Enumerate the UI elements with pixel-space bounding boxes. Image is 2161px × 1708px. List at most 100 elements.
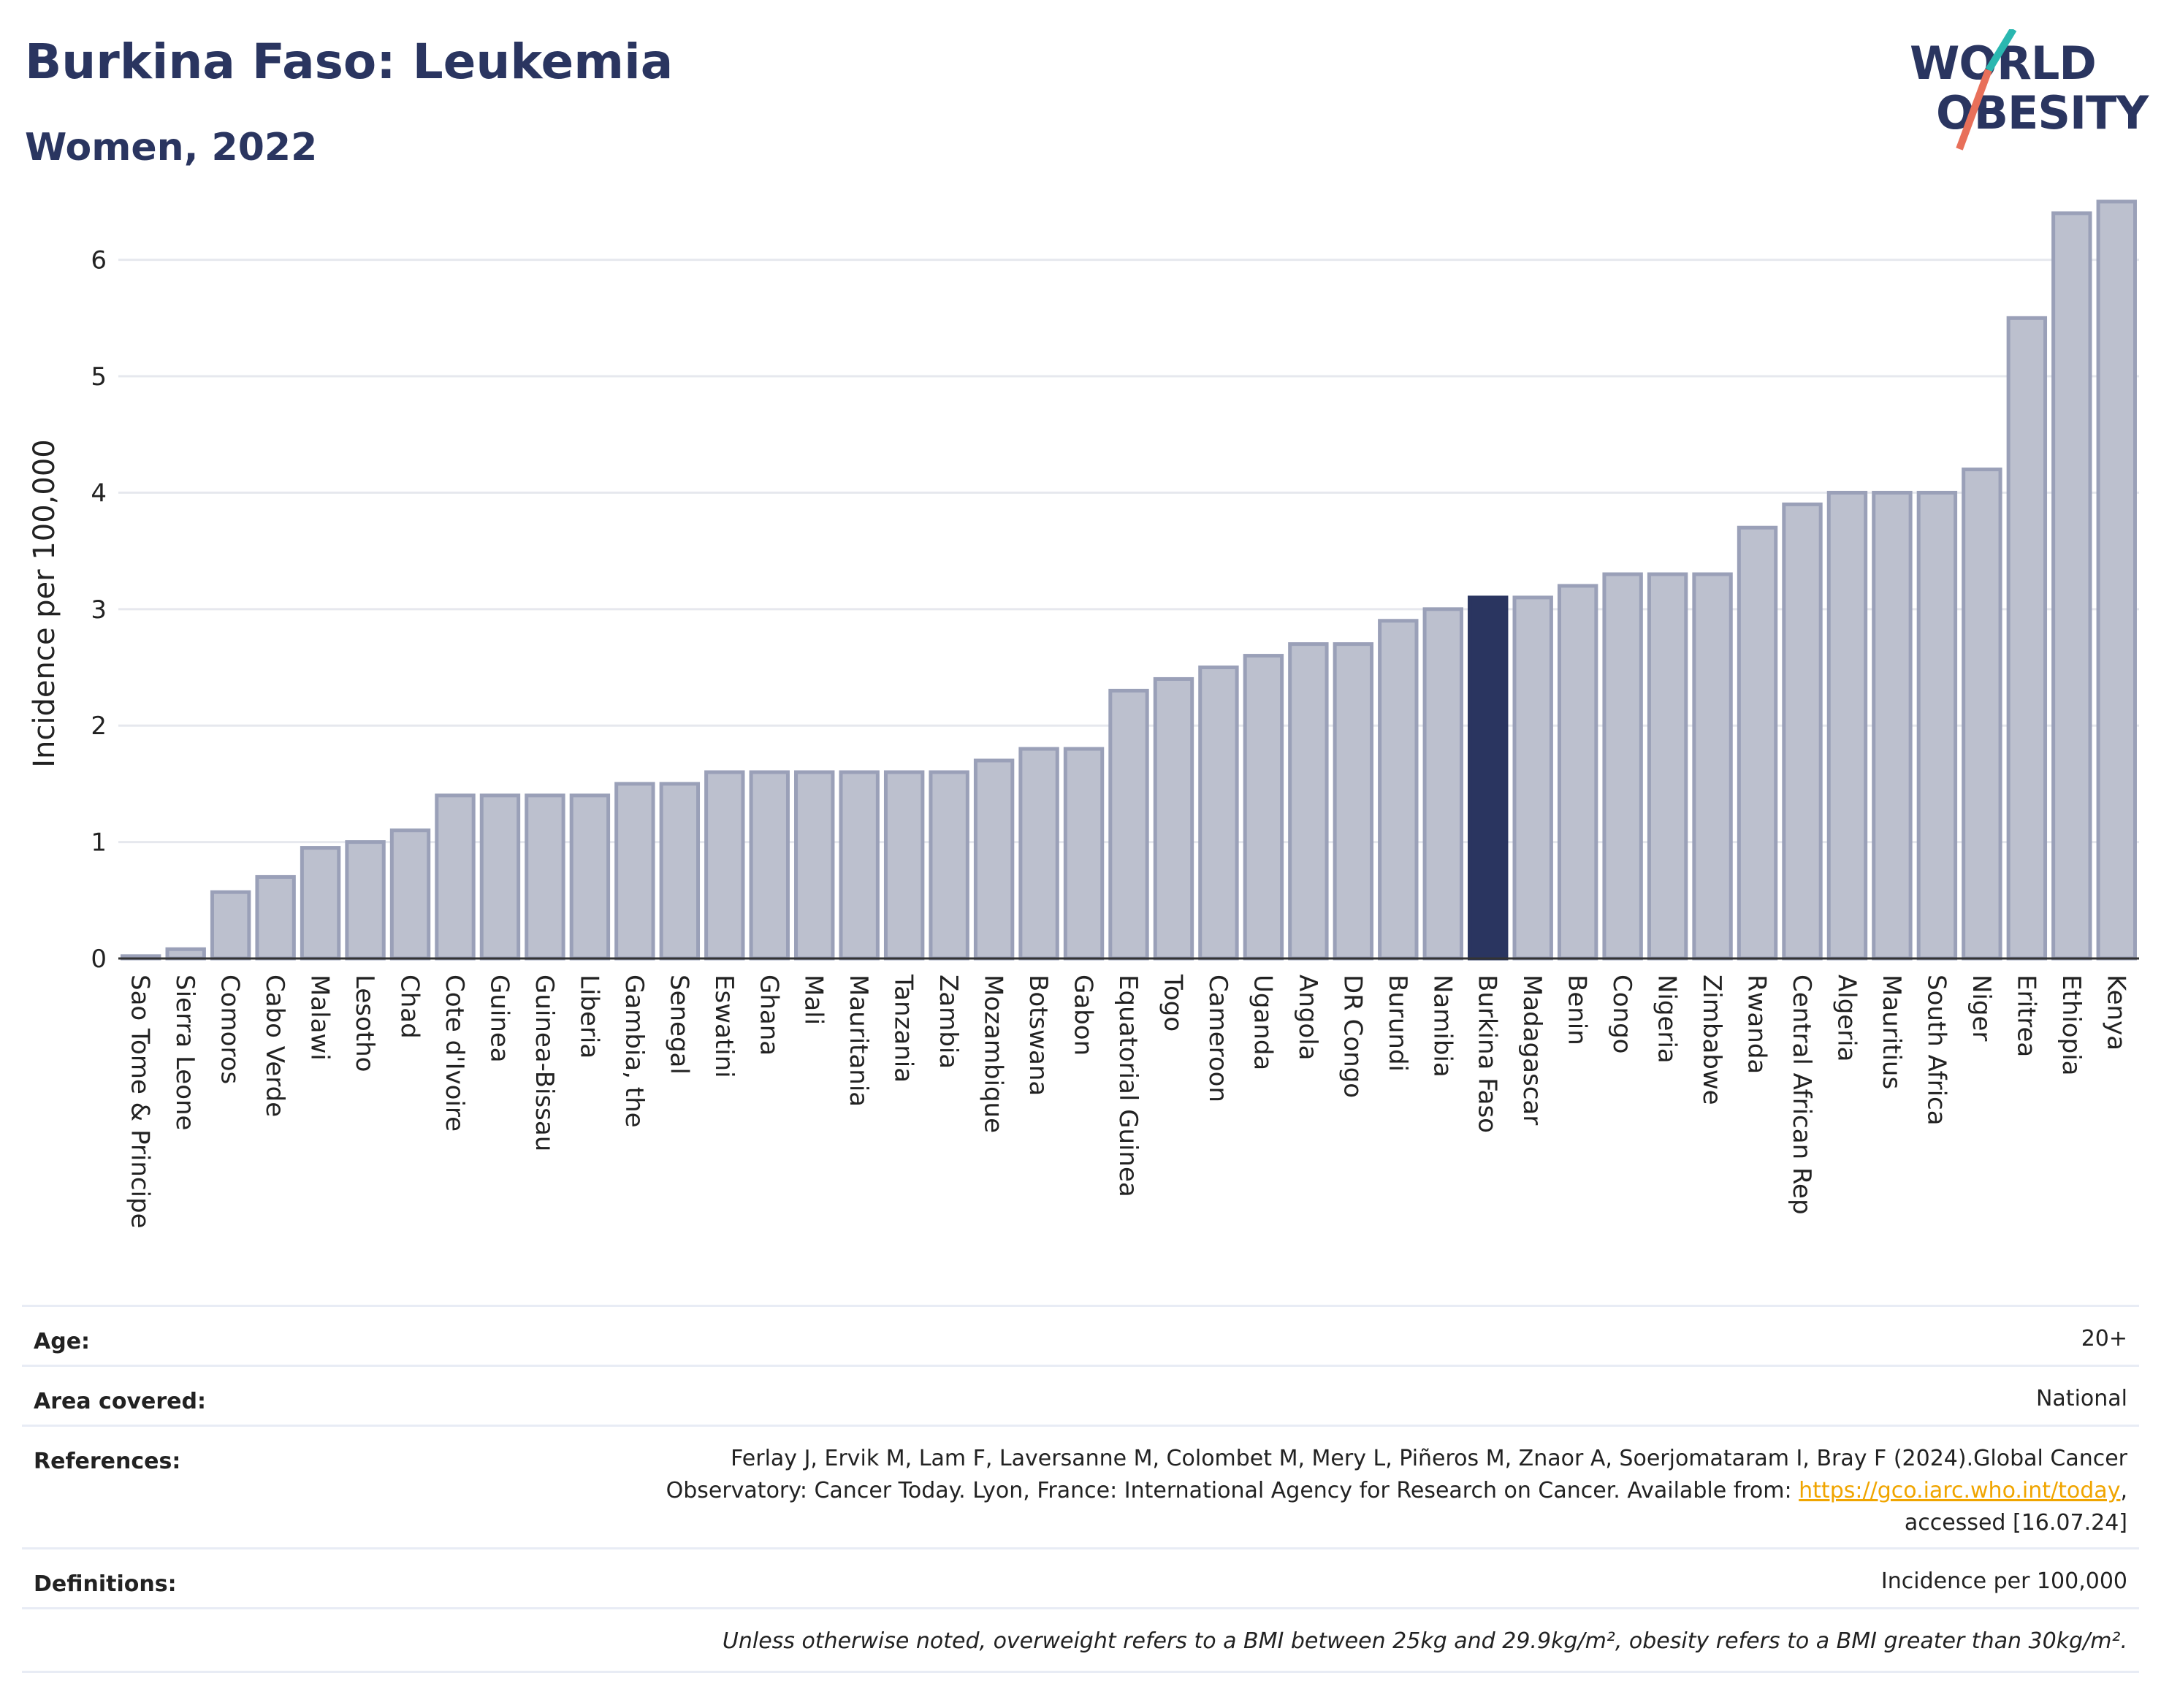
x-tick-label: Cabo Verde: [260, 975, 289, 1117]
x-tick-label: Guinea: [484, 975, 514, 1063]
x-tick-label: Burundi: [1383, 975, 1412, 1072]
x-tick-label: Malawi: [305, 975, 335, 1061]
bar: [479, 793, 521, 961]
x-tick-label: Chad: [395, 975, 424, 1039]
reference-link[interactable]: https://gco.iarc.who.int/today: [1799, 1478, 2121, 1503]
x-tick-label: Lesotho: [350, 975, 379, 1072]
x-tick-label: Cameroon: [1203, 975, 1232, 1102]
meta-row-area: Area covered: National: [22, 1365, 2139, 1427]
x-tick-label: Senegal: [664, 975, 693, 1075]
x-tick-label: Ethiopia: [2057, 975, 2086, 1075]
bar: [2006, 316, 2048, 961]
x-tick-label: Rwanda: [1742, 975, 1772, 1074]
bar: [1647, 572, 1688, 961]
y-tick-label: 2: [91, 712, 107, 741]
x-tick-label: Tanzania: [889, 974, 918, 1083]
reference-line-1: Ferlay J, Ervik M, Lam F, Laversanne M, …: [731, 1446, 2127, 1471]
bar: [165, 947, 206, 961]
x-tick-label: Congo: [1607, 975, 1636, 1053]
bar: [1737, 525, 1778, 961]
bar: [1243, 654, 1284, 961]
x-tick-label: Gambia, the: [620, 975, 649, 1128]
reference-line-2-text: Observatory: Cancer Today. Lyon, France:…: [666, 1478, 1799, 1503]
meta-label-definitions: Definitions:: [34, 1571, 177, 1597]
x-tick-label: Ghana: [754, 975, 783, 1056]
bar: [1602, 572, 1643, 961]
bar: [1962, 468, 2002, 961]
bar: [704, 770, 745, 961]
x-tick-label: South Africa: [1921, 975, 1951, 1126]
bar: [435, 793, 476, 961]
y-axis-label: Incidence per 100,000: [28, 439, 61, 768]
x-tick-label: Guinea-Bissau: [530, 975, 559, 1151]
bar: [300, 846, 341, 961]
bar: [1826, 490, 1868, 961]
x-tick-label: Nigeria: [1653, 975, 1682, 1064]
y-tick-label: 1: [91, 828, 107, 858]
x-tick-label: Comoros: [216, 975, 245, 1084]
y-tick-label: 6: [91, 246, 107, 275]
world-obesity-logo: WORLD OBESITY: [1907, 29, 2149, 157]
x-tick-label: Togo: [1158, 974, 1187, 1032]
y-tick-label: 5: [91, 362, 107, 392]
meta-label-age: Age:: [34, 1329, 91, 1354]
x-tick-label: DR Congo: [1338, 975, 1367, 1098]
reference-line-2-end: ,: [2120, 1478, 2127, 1503]
y-tick-label: 4: [91, 479, 107, 508]
page-subtitle: Women, 2022: [25, 126, 318, 169]
y-tick-label: 0: [91, 945, 107, 974]
bar: [1063, 747, 1105, 961]
bar: [2096, 199, 2137, 961]
bar: [569, 793, 611, 961]
bar: [883, 770, 925, 961]
bar: [1512, 595, 1553, 961]
x-tick-label: Gabon: [1069, 975, 1098, 1056]
reference-line-3: accessed [16.07.24]: [1904, 1510, 2127, 1536]
bar: [1422, 607, 1463, 961]
x-tick-label: Burkina Faso: [1473, 975, 1502, 1133]
bar: [525, 793, 565, 961]
x-tick-label: Benin: [1563, 975, 1592, 1045]
bar: [1108, 688, 1149, 961]
x-tick-label: Eritrea: [2011, 975, 2040, 1057]
x-tick-label: Mauritania: [844, 975, 873, 1107]
bar: [1153, 676, 1194, 961]
bar: [749, 770, 790, 961]
page-title: Burkina Faso: Leukemia: [25, 34, 674, 90]
x-tick-label: Algeria: [1832, 975, 1861, 1061]
bar: [973, 758, 1015, 961]
x-tick-label: Madagascar: [1517, 975, 1547, 1125]
x-tick-label: Equatorial Guinea: [1113, 975, 1143, 1197]
x-tick-label: Zambia: [934, 975, 963, 1069]
x-tick-label: Sierra Leone: [170, 975, 199, 1130]
x-tick-label: Zimbabwe: [1697, 975, 1726, 1105]
bar: [1018, 747, 1059, 961]
x-tick-label: Central African Rep: [1787, 975, 1816, 1215]
x-tick-label: Botswana: [1024, 975, 1053, 1096]
bar: [1916, 490, 1958, 961]
bar: [345, 840, 386, 961]
x-tick-label: Kenya: [2101, 975, 2130, 1051]
bar: [839, 770, 880, 961]
bar: [2051, 211, 2092, 961]
x-tick-label: Liberia: [574, 975, 603, 1059]
bar: [255, 874, 296, 961]
logo-slash-icon: [1956, 29, 2017, 150]
bar-highlighted: [1468, 595, 1509, 961]
meta-value-age: 20+: [2081, 1326, 2127, 1351]
y-tick-label: 3: [91, 595, 107, 625]
x-tick-label: Cote d'Ivoire: [440, 975, 469, 1132]
x-tick-label: Sao Tome & Principe: [126, 975, 155, 1229]
bar: [659, 782, 701, 961]
bar: [1378, 619, 1419, 961]
bar: [389, 828, 431, 961]
bar: [794, 770, 835, 961]
bar: [1872, 490, 1913, 961]
bar: [1288, 642, 1329, 961]
bar: [1557, 584, 1598, 961]
bar-chart: 0 1 2 3 4 5 6 Incidence per 100,000 Sao Tome & P…: [28, 199, 2139, 1229]
x-tick-label: Uganda: [1248, 975, 1277, 1070]
x-tick-label: Mali: [799, 975, 828, 1025]
meta-label-area: Area covered:: [34, 1389, 206, 1414]
meta-value-references: Ferlay J, Ervik M, Lam F, Laversanne M, …: [666, 1443, 2127, 1539]
